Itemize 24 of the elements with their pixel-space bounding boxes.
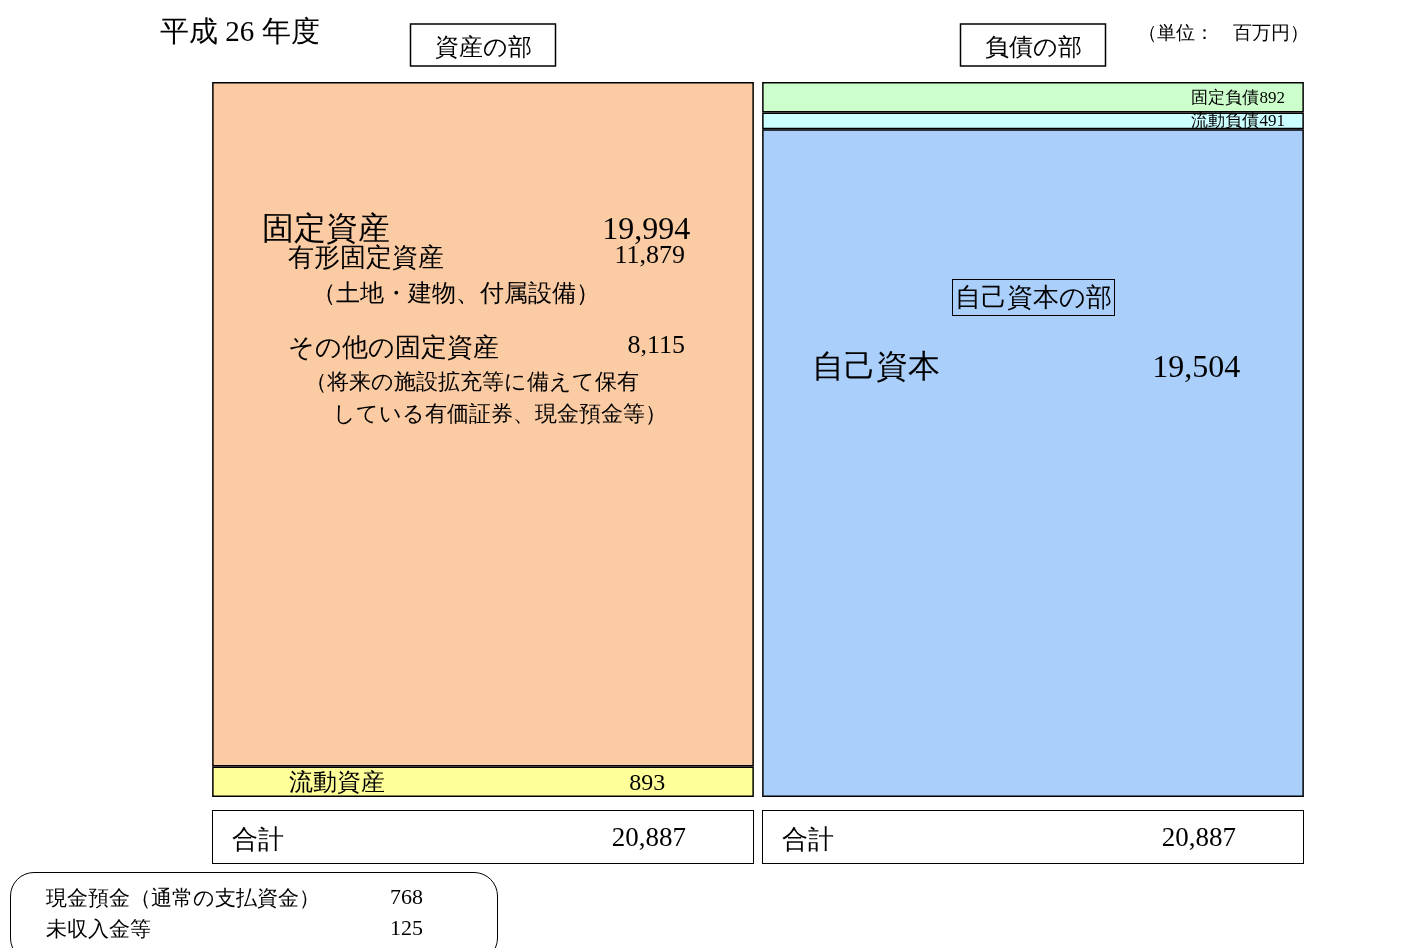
series-label: 自己資本 xyxy=(812,347,941,384)
chart-subtitle: （単位： 百万円） xyxy=(1138,20,1309,45)
text: 合計 xyxy=(232,823,285,856)
chart-title: 平成 26 年度 xyxy=(160,14,320,49)
series-label: 流動資産 xyxy=(289,768,386,796)
data-label: 893 xyxy=(629,768,666,795)
total-label: 20,887 xyxy=(1161,822,1236,853)
annotation: 8,115 xyxy=(627,330,685,360)
series-label: 固定負債 xyxy=(1191,87,1260,107)
annotation: （土地・建物、付属設備） xyxy=(312,278,600,309)
annotation: その他の固定資産 xyxy=(288,331,499,364)
x-tick-label: 資産の部 xyxy=(434,32,532,60)
annotation: （将来の施設拡充等に備えて保有 xyxy=(305,368,639,396)
x-tick-label: 負債の部 xyxy=(984,32,1082,60)
data-label: 892 xyxy=(1259,87,1285,107)
data-label: 491 xyxy=(1259,111,1285,131)
text: 未収入金等 125 xyxy=(46,915,423,941)
data-label: 19,504 xyxy=(1152,347,1241,384)
annotation: している有価証券、現金預金等） xyxy=(333,400,667,428)
data-label: 19,994 xyxy=(602,210,691,247)
total-label: 20,887 xyxy=(611,822,686,853)
text: 合計 xyxy=(782,823,835,856)
annotation: 自己資本の部 xyxy=(952,279,1115,316)
text: 現金預金（通常の支払資金） 768 xyxy=(46,884,423,910)
